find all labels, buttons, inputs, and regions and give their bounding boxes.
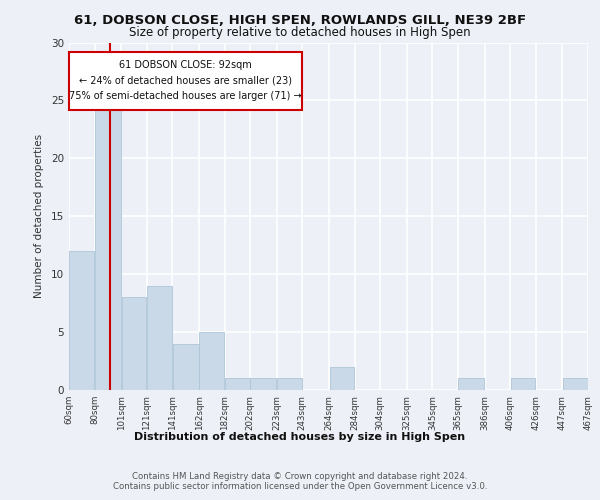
Bar	[250, 378, 277, 390]
Text: Size of property relative to detached houses in High Spen: Size of property relative to detached ho…	[129, 26, 471, 39]
Bar	[563, 378, 587, 390]
Bar	[458, 378, 484, 390]
FancyBboxPatch shape	[69, 52, 302, 110]
Text: 61, DOBSON CLOSE, HIGH SPEN, ROWLANDS GILL, NE39 2BF: 61, DOBSON CLOSE, HIGH SPEN, ROWLANDS GI…	[74, 14, 526, 27]
Text: Contains public sector information licensed under the Open Government Licence v3: Contains public sector information licen…	[113, 482, 487, 491]
Bar	[277, 378, 302, 390]
Y-axis label: Number of detached properties: Number of detached properties	[34, 134, 44, 298]
Bar	[329, 367, 354, 390]
Bar	[199, 332, 224, 390]
Text: Contains HM Land Registry data © Crown copyright and database right 2024.: Contains HM Land Registry data © Crown c…	[132, 472, 468, 481]
Bar	[70, 251, 94, 390]
Text: Distribution of detached houses by size in High Spen: Distribution of detached houses by size …	[134, 432, 466, 442]
Bar	[173, 344, 199, 390]
Text: 61 DOBSON CLOSE: 92sqm
← 24% of detached houses are smaller (23)
75% of semi-det: 61 DOBSON CLOSE: 92sqm ← 24% of detached…	[70, 60, 302, 102]
Bar	[95, 100, 121, 390]
Bar	[122, 298, 146, 390]
Bar	[511, 378, 535, 390]
Bar	[225, 378, 250, 390]
Bar	[147, 286, 172, 390]
